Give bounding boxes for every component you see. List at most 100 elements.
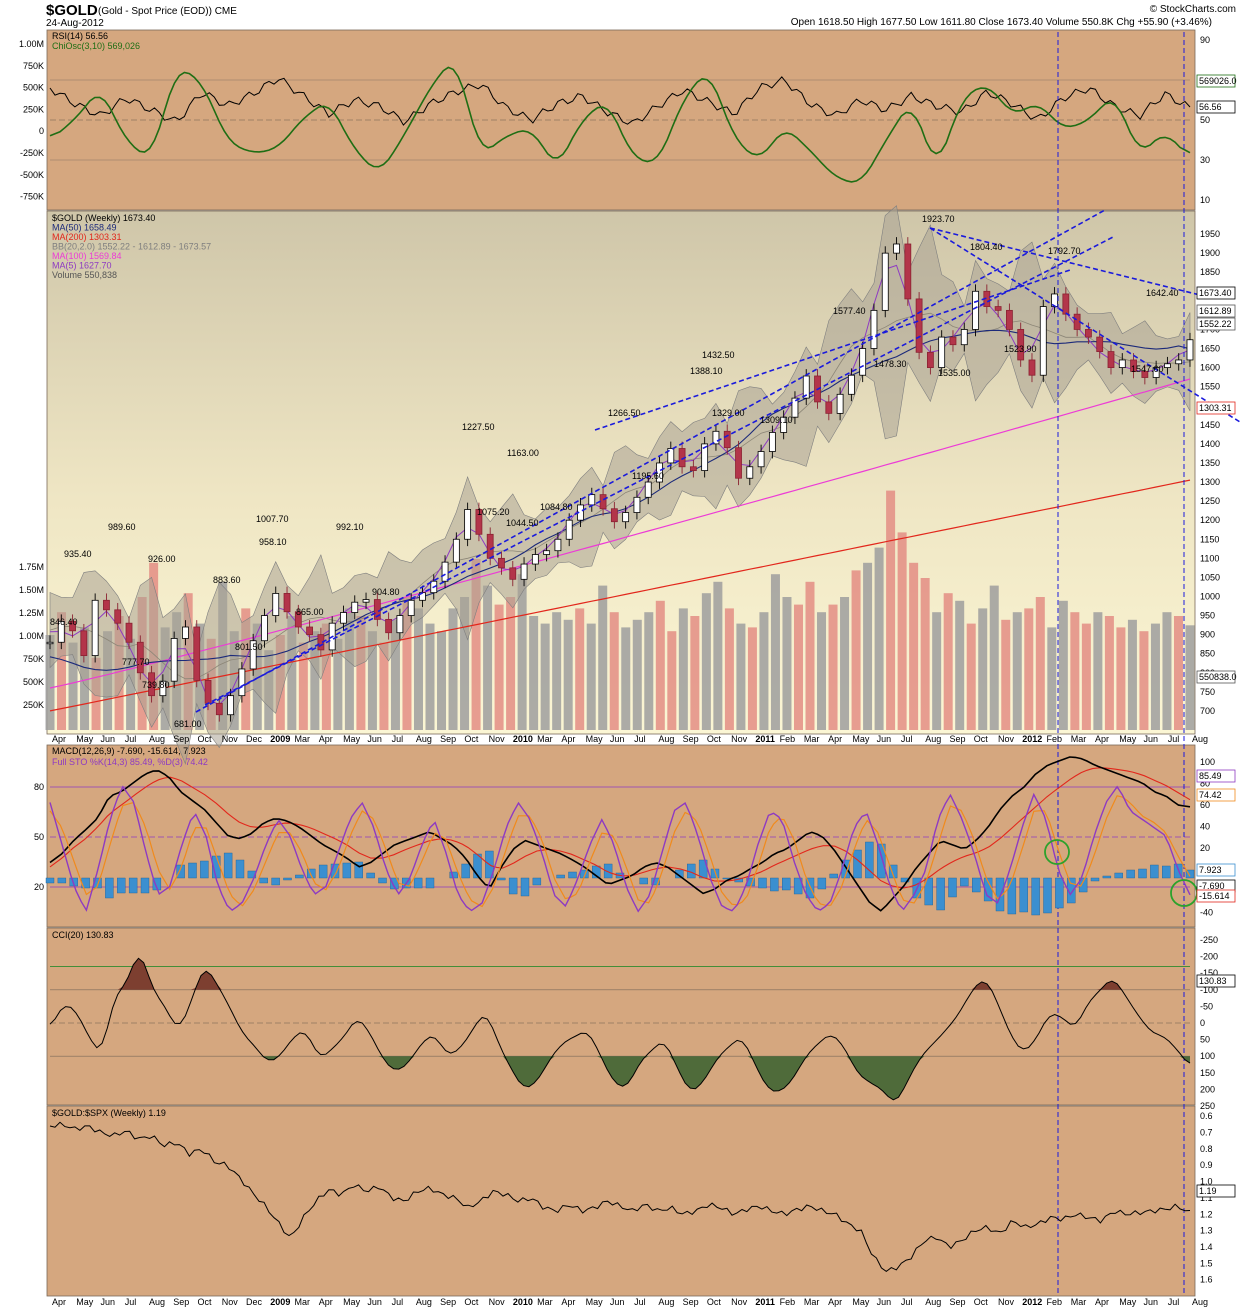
ratio-axis-month-label: Mar	[804, 1297, 820, 1307]
sto-tick: 20	[34, 882, 44, 892]
price-annotation: 1535.00	[938, 368, 971, 378]
volume-bar	[898, 532, 907, 730]
candle-body	[1108, 352, 1114, 368]
ratio-tick: 1.4	[1200, 1242, 1213, 1252]
candle-body	[273, 593, 279, 615]
ratio-tick: 0.6	[1200, 1111, 1213, 1121]
price-axis-month-label: Aug	[149, 734, 165, 744]
candle-body	[261, 616, 267, 641]
candle-body	[205, 680, 211, 703]
macd-histogram-bar	[960, 878, 968, 886]
price-annotation: 1266.50	[608, 408, 641, 418]
candle-body	[532, 555, 538, 565]
price-tick: 1400	[1200, 439, 1220, 449]
price-legend-item: MA(5) 1627.70	[52, 261, 112, 271]
ratio-axis-month-label: Jun	[1143, 1297, 1158, 1307]
volume-bar	[1001, 620, 1010, 730]
price-legend-item: Volume 550,838	[52, 270, 117, 280]
macd-histogram-bar	[533, 878, 541, 885]
price-annotation: 681.00	[174, 719, 202, 729]
candle-body	[340, 613, 346, 624]
volume-tick: 250K	[23, 700, 44, 710]
price-tick: 1050	[1200, 572, 1220, 582]
price-annotation: 1523.90	[1004, 344, 1037, 354]
ratio-axis-month-label: Oct	[974, 1297, 989, 1307]
price-axis-month-label: Feb	[1046, 734, 1062, 744]
cci-value-tag: 130.83	[1199, 976, 1227, 986]
ratio-tick: 0.9	[1200, 1160, 1213, 1170]
price-tick: 1950	[1200, 229, 1220, 239]
ratio-axis-month-label: Oct	[198, 1297, 213, 1307]
candle-body	[792, 398, 798, 417]
volume-bar	[759, 612, 768, 730]
volume-bar	[1013, 612, 1022, 730]
volume-bar	[1024, 608, 1033, 730]
ratio-axis-month-label: 2012	[1022, 1297, 1042, 1307]
volume-bar	[495, 605, 504, 730]
ratio-axis-month-label: Mar	[295, 1297, 311, 1307]
candle-body	[882, 253, 888, 310]
candle-body	[194, 627, 200, 680]
price-annotation: 926.00	[148, 554, 176, 564]
volume-tick: 1.25M	[19, 608, 44, 618]
candle-body	[589, 495, 595, 505]
ratio-axis-month-label: Apr	[319, 1297, 333, 1307]
macd-histogram-bar	[46, 878, 54, 883]
candle-body	[1085, 329, 1091, 337]
ratio-axis-month-label: Jun	[367, 1297, 382, 1307]
volume-bar	[564, 620, 573, 730]
price-axis-month-label: May	[852, 734, 870, 744]
chiosc-legend: ChiOsc(3,10) 569,026	[52, 41, 140, 51]
macd-histogram-bar	[117, 878, 125, 893]
volume-bar	[552, 612, 561, 730]
candle-body	[905, 244, 911, 299]
price-annotation: 801.50	[235, 642, 263, 652]
candle-body	[747, 467, 753, 478]
macd-histogram-bar	[854, 850, 862, 878]
candle-body	[555, 539, 561, 550]
macd-tick: 100	[1200, 757, 1215, 767]
macd-histogram-bar	[462, 864, 470, 878]
volume-bar	[1070, 612, 1079, 730]
price-axis-month-label: 2012	[1022, 734, 1042, 744]
price-axis-month-label: Aug	[658, 734, 674, 744]
price-tick: 950	[1200, 611, 1215, 621]
macd-histogram-bar	[818, 878, 826, 889]
volume-bar	[1174, 616, 1183, 730]
macd-tick: 60	[1200, 800, 1210, 810]
price-annotation: 1195.60	[632, 471, 664, 481]
chiosc-tick: -250K	[20, 148, 44, 158]
ratio-axis-month-label: 2011	[755, 1297, 775, 1307]
macd-histogram-bar	[640, 878, 648, 884]
candle-body	[465, 510, 471, 540]
volume-bar	[575, 608, 584, 730]
ratio-axis-month-label: Sep	[949, 1297, 965, 1307]
candle-body	[1097, 337, 1103, 351]
price-annotation: 1329.00	[712, 408, 745, 418]
chiosc-tick: -750K	[20, 192, 44, 202]
candle-body	[216, 703, 222, 714]
price-axis-month-label: Jun	[877, 734, 892, 744]
macd-histogram-bar	[497, 878, 505, 880]
ratio-axis-month-label: Aug	[1192, 1297, 1208, 1307]
ratio-axis-month-label: May	[343, 1297, 361, 1307]
macd-histogram-bar	[105, 878, 113, 898]
price-annotation: 1044.50	[506, 518, 539, 528]
ratio-legend: $GOLD:$SPX (Weekly) 1.19	[52, 1108, 166, 1118]
candle-body	[826, 402, 832, 413]
macd-histogram-bar	[260, 878, 268, 883]
ratio-tick: 1.2	[1200, 1209, 1213, 1219]
price-axis-month-label: Aug	[416, 734, 432, 744]
volume-bar	[679, 608, 688, 730]
price-tick: 1850	[1200, 267, 1220, 277]
rsi-value-tag: 56.56	[1199, 102, 1222, 112]
macd-histogram-bar	[1091, 878, 1099, 881]
rsi-tick: 30	[1200, 155, 1210, 165]
volume-bar	[736, 624, 745, 730]
macd-histogram-bar	[1103, 876, 1111, 878]
candle-body	[307, 627, 313, 635]
price-axis-month-label: Jul	[125, 734, 137, 744]
price-annotation: 904.80	[372, 587, 400, 597]
volume-bar	[437, 631, 446, 730]
macd-tick: 20	[1200, 843, 1210, 853]
